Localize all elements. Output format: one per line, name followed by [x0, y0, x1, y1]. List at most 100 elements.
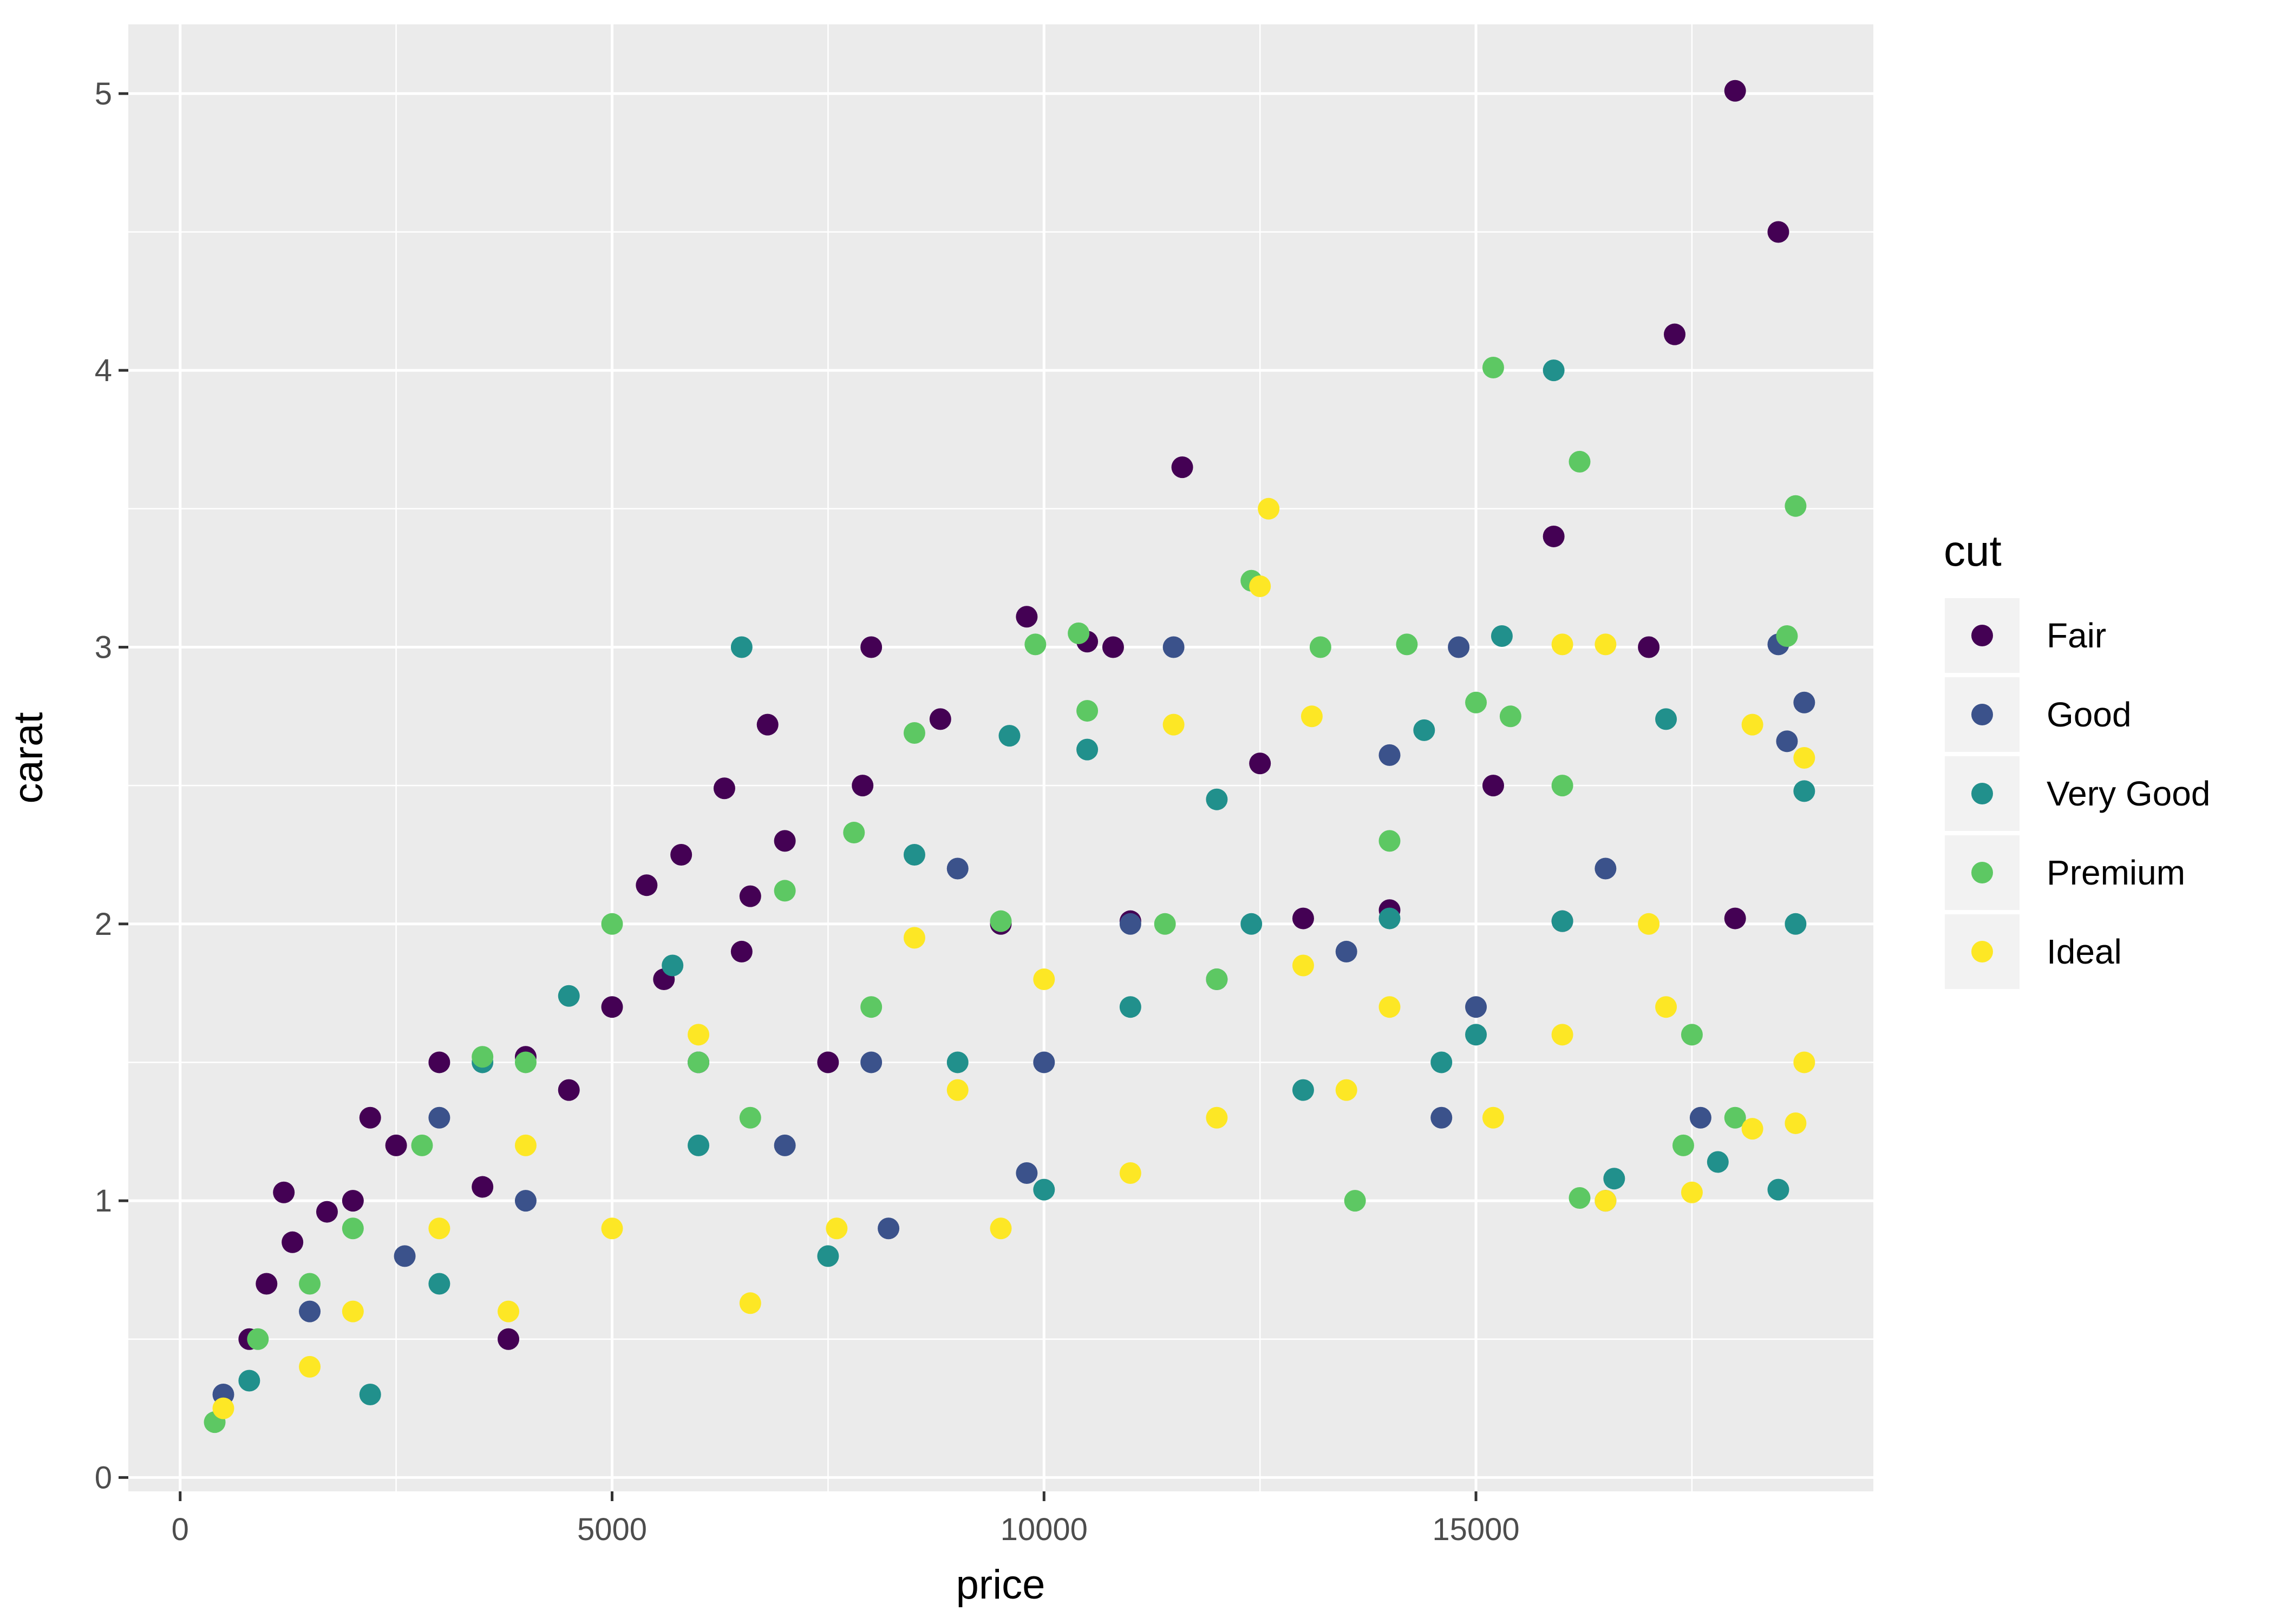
- data-point: [359, 1106, 381, 1129]
- data-points: [204, 80, 1815, 1433]
- data-point: [636, 874, 658, 896]
- data-point: [1206, 1106, 1228, 1129]
- major-gridlines: [128, 24, 1873, 1491]
- data-point: [1033, 1051, 1055, 1073]
- data-point: [1378, 996, 1401, 1018]
- data-point: [1016, 606, 1038, 628]
- data-point: [990, 910, 1012, 932]
- data-point: [1378, 744, 1401, 766]
- data-point: [1681, 1181, 1703, 1203]
- data-point: [1638, 913, 1660, 935]
- data-point: [1655, 708, 1677, 730]
- data-point: [817, 1051, 839, 1073]
- data-point: [1068, 622, 1090, 644]
- data-point: [739, 1292, 761, 1314]
- data-point: [472, 1046, 494, 1068]
- data-point: [1162, 636, 1185, 658]
- data-point: [514, 1190, 537, 1212]
- data-point: [1249, 752, 1271, 775]
- data-point: [1551, 633, 1573, 656]
- data-point: [342, 1190, 364, 1212]
- data-point: [1076, 700, 1099, 722]
- y-tick-label: 5: [95, 76, 112, 112]
- data-point: [774, 830, 796, 852]
- data-point: [1776, 625, 1798, 647]
- data-point: [1033, 968, 1055, 991]
- data-point: [212, 1397, 234, 1419]
- data-point: [1767, 1178, 1789, 1201]
- data-point: [730, 636, 753, 658]
- data-point: [359, 1384, 381, 1406]
- data-point: [1776, 730, 1798, 752]
- data-point: [1171, 456, 1193, 479]
- data-point: [1499, 705, 1521, 728]
- data-point: [688, 1024, 710, 1046]
- data-point: [1162, 713, 1185, 736]
- data-point: [1638, 636, 1660, 658]
- legend-key-point: [1971, 862, 1993, 883]
- data-point: [990, 1217, 1012, 1240]
- data-point: [946, 857, 969, 880]
- y-tick-label: 1: [95, 1183, 112, 1219]
- data-point: [411, 1134, 433, 1156]
- data-point: [1793, 780, 1815, 802]
- data-point: [903, 927, 925, 949]
- data-point: [739, 885, 761, 907]
- data-point: [903, 722, 925, 744]
- data-point: [1595, 1190, 1617, 1212]
- data-point: [1595, 857, 1617, 880]
- data-point: [1344, 1190, 1366, 1212]
- data-point: [1551, 775, 1573, 797]
- data-point: [1024, 633, 1047, 656]
- data-point: [860, 1051, 883, 1073]
- data-point: [1301, 705, 1323, 728]
- data-point: [498, 1300, 520, 1322]
- y-tick-label: 2: [95, 907, 112, 942]
- data-point: [428, 1217, 450, 1240]
- data-point: [428, 1106, 450, 1129]
- data-point: [256, 1273, 278, 1295]
- data-point: [1569, 1187, 1591, 1209]
- x-tick-label: 15000: [1432, 1512, 1519, 1547]
- data-point: [558, 985, 580, 1007]
- data-point: [601, 913, 623, 935]
- data-point: [730, 940, 753, 962]
- data-point: [1551, 910, 1573, 932]
- data-point: [1793, 747, 1815, 769]
- data-point: [1396, 633, 1418, 656]
- data-point: [1595, 633, 1617, 656]
- data-point: [1119, 913, 1141, 935]
- data-point: [1206, 788, 1228, 810]
- data-point: [1448, 636, 1470, 658]
- data-point: [1465, 1024, 1487, 1046]
- data-point: [946, 1079, 969, 1101]
- data-point: [1655, 996, 1677, 1018]
- data-point: [1664, 323, 1686, 345]
- data-point: [247, 1328, 269, 1350]
- data-point: [1689, 1106, 1711, 1129]
- data-point: [1672, 1134, 1694, 1156]
- data-point: [713, 777, 735, 800]
- data-point: [860, 996, 883, 1018]
- data-point: [1430, 1106, 1453, 1129]
- data-point: [1793, 691, 1815, 713]
- data-point: [1378, 830, 1401, 852]
- data-point: [1292, 954, 1314, 977]
- y-axis-title: carat: [5, 712, 51, 804]
- data-point: [472, 1176, 494, 1198]
- minor-gridlines: [128, 24, 1873, 1491]
- data-point: [817, 1245, 839, 1267]
- legend-label: Good: [2047, 695, 2132, 734]
- x-axis: 0 5000 10000 15000: [172, 1491, 1520, 1547]
- y-tick-label: 4: [95, 353, 112, 388]
- data-point: [514, 1051, 537, 1073]
- data-point: [1249, 575, 1271, 597]
- data-point: [1482, 1106, 1504, 1129]
- data-point: [1413, 719, 1435, 741]
- data-point: [316, 1201, 338, 1223]
- data-point: [1482, 775, 1504, 797]
- data-point: [1076, 738, 1099, 761]
- data-point: [739, 1106, 761, 1129]
- data-point: [826, 1217, 848, 1240]
